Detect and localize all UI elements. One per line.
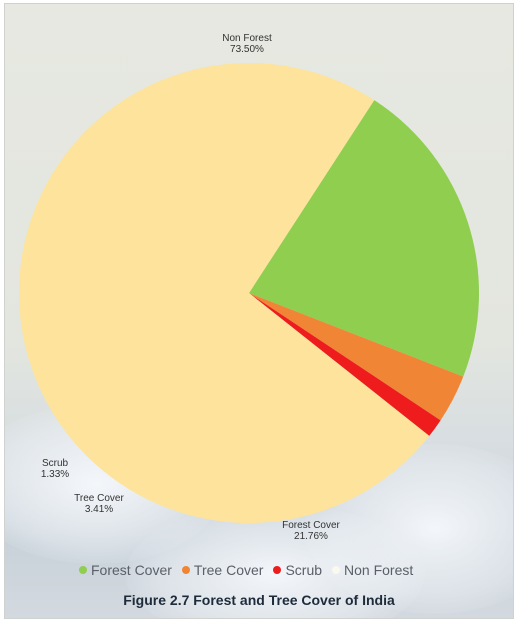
legend-item-tree-cover: Tree Cover — [181, 562, 264, 578]
legend-label: Forest Cover — [91, 562, 172, 578]
pie-slice-forest-cover — [249, 100, 479, 377]
legend-swatch — [79, 566, 87, 574]
figure-caption: Figure 2.7 Forest and Tree Cover of Indi… — [123, 592, 395, 608]
legend-item-scrub: Scrub — [273, 562, 322, 578]
legend-swatch — [332, 566, 341, 574]
legend-swatch — [181, 566, 190, 574]
legend-item-non-forest: Non Forest — [332, 562, 413, 578]
legend-item-forest-cover: Forest Cover — [79, 562, 172, 578]
figure-frame: Forest Cover 21.76% Tree Cover 3.41% Scrub 1.… — [4, 3, 514, 619]
pie-chart: Forest Cover 21.76% Tree Cover 3.41%Scrub 1.… — [18, 33, 479, 542]
pie-slice-non-forest — [18, 62, 430, 523]
slice-label-non-forest: Non Forest 73.50% — [222, 33, 272, 55]
pie-labels: Forest Cover 21.76% Tree Cover 3.41%Scrub 1.… — [41, 33, 341, 542]
slice-label-tree-cover: Tree Cover 3.41% — [74, 493, 124, 515]
slice-label-forest-cover: Forest Cover 21.76% — [282, 520, 340, 542]
slice-label-scrub: Scrub 1.33% — [41, 458, 69, 480]
pie-slice-tree-cover — [249, 293, 464, 421]
legend-label: Scrub — [285, 562, 323, 578]
pie-slices — [18, 62, 479, 523]
background-cloud — [125, 504, 425, 618]
legend-label: Tree Cover — [193, 562, 264, 578]
legend-swatch — [273, 566, 282, 574]
chart-legend: Forest Cover Tree Cover Scrub Non Forest — [79, 562, 413, 578]
pie-slice-scrub — [249, 293, 441, 436]
legend-label: Non Forest — [344, 562, 414, 578]
